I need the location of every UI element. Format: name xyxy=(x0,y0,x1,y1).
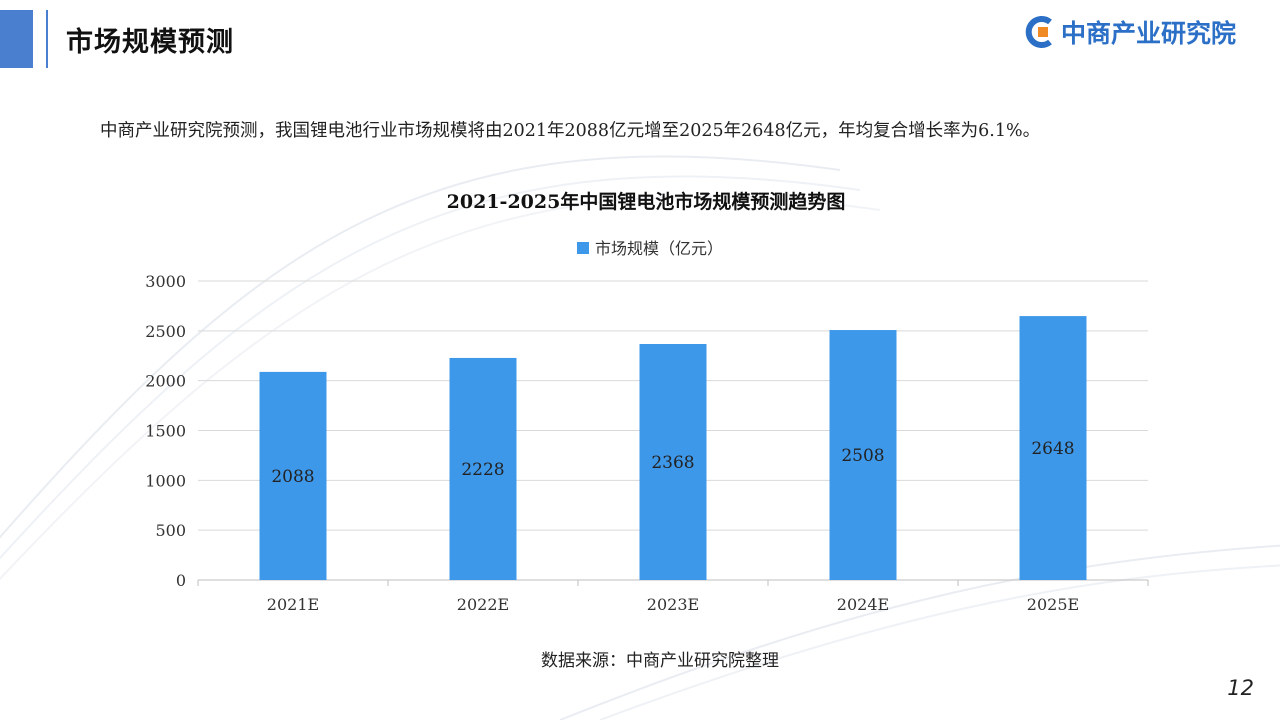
logo-text: 中商产业研究院 xyxy=(1061,19,1237,48)
legend-swatch xyxy=(577,242,589,254)
summary-text: 中商产业研究院预测，我国锂电池行业市场规模将由2021年2088亿元增至2025… xyxy=(100,121,1041,141)
data-label: 2368 xyxy=(651,453,694,473)
y-tick-label: 1500 xyxy=(145,422,186,441)
y-tick-label: 0 xyxy=(176,571,186,590)
bar xyxy=(829,330,897,580)
chart-title: 2021-2025年中国锂电池市场规模预测趋势图 xyxy=(447,190,846,213)
logo-c-icon xyxy=(1025,16,1052,48)
data-source: 数据来源：中商产业研究院整理 xyxy=(541,651,779,671)
legend-label: 市场规模（亿元） xyxy=(595,239,723,258)
data-label: 2228 xyxy=(461,460,504,480)
chart-legend: 市场规模（亿元） xyxy=(577,239,723,258)
y-tick-label: 1000 xyxy=(145,471,186,490)
brand-logo: 中商产业研究院 xyxy=(1024,12,1236,52)
bar xyxy=(259,371,327,580)
data-label: 2088 xyxy=(271,467,314,487)
x-tick-label: 2021E xyxy=(267,595,319,614)
page-number: 12 xyxy=(1227,676,1254,700)
bar xyxy=(449,357,517,580)
data-label: 2648 xyxy=(1031,439,1074,459)
x-tick-label: 2025E xyxy=(1027,595,1079,614)
y-tick-label: 3000 xyxy=(145,272,186,291)
y-tick-label: 2500 xyxy=(145,322,186,341)
bar-chart: 2021-2025年中国锂电池市场规模预测趋势图 市场规模（亿元） 0 500 10… xyxy=(145,190,1149,614)
slide-title: 市场规模预测 xyxy=(66,27,234,58)
x-tick-label: 2024E xyxy=(837,595,889,614)
y-tick-label: 2000 xyxy=(145,372,186,391)
data-label: 2508 xyxy=(841,446,884,466)
x-tick-label: 2022E xyxy=(457,595,509,614)
y-tick-label: 500 xyxy=(155,521,186,540)
bar xyxy=(639,343,707,580)
title-accent-line xyxy=(46,10,48,68)
title-accent-bar xyxy=(0,10,33,68)
bar xyxy=(1019,316,1087,580)
x-tick-label: 2023E xyxy=(647,595,699,614)
